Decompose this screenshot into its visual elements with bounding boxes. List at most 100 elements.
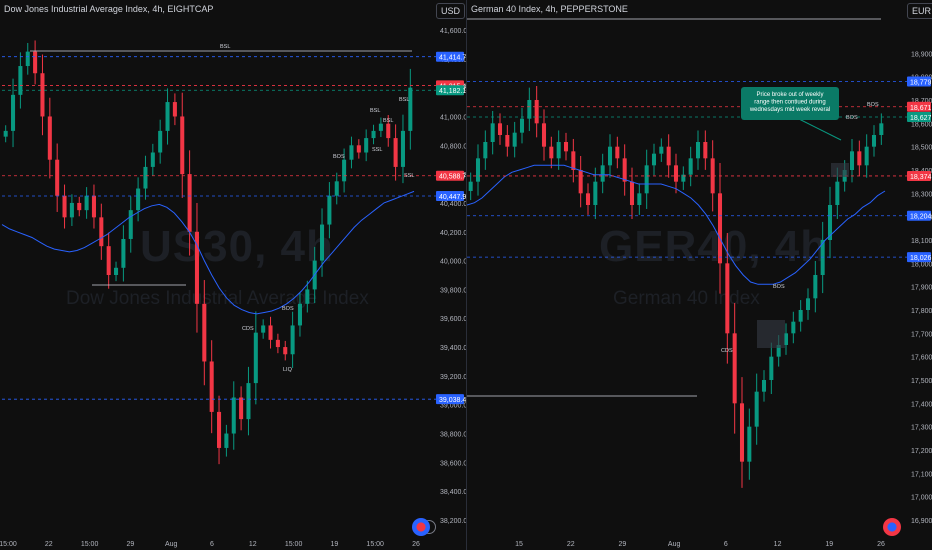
us30-moving-average-line [1, 190, 415, 315]
ger40-candle-body [681, 174, 686, 182]
us30-y-tick-label: 40,800.00 [440, 143, 466, 150]
us30-candle-body [40, 73, 45, 117]
us30-x-tick-label: 15:00 [366, 541, 384, 548]
us30-chart-title: Dow Jones Industrial Average Index, 4h, … [4, 4, 214, 14]
ger40-y-tick-label: 18,600.0 [911, 121, 932, 128]
ger40-currency-button[interactable]: EUR [907, 3, 932, 19]
us30-annotation-label: BOS [282, 306, 294, 312]
us30-annotation-label: BSL [220, 44, 230, 50]
ger40-price-tag-label: 18,204.0 [910, 214, 932, 221]
us30-chart-pane[interactable]: Dow Jones Industrial Average Index, 4h, … [0, 0, 466, 550]
ger40-callout-text-line: wednesdays mid week reveral [749, 107, 830, 113]
ger40-candle-body [578, 170, 583, 194]
us30-candle-body [106, 246, 111, 275]
ger40-y-tick-label: 17,500.0 [911, 378, 932, 385]
us30-candle-body [342, 159, 347, 182]
us30-candle-body [99, 217, 104, 247]
us30-candle-body [408, 87, 413, 131]
ger40-annotation-label: BOS [867, 102, 879, 108]
ger40-candle-body [527, 100, 532, 119]
us30-currency-button[interactable]: USD [436, 3, 466, 19]
us30-candle-body [297, 303, 302, 326]
ger40-candle-body [519, 118, 525, 133]
us30-x-tick-label: 15:00 [285, 541, 303, 548]
us30-y-tick-label: 41,000.00 [440, 114, 466, 121]
ger40-candle-body [556, 142, 561, 159]
eu-flag-icon[interactable] [883, 518, 901, 536]
ger40-candle-body [791, 321, 796, 334]
ger40-candle-body [754, 391, 759, 427]
us30-price-tag [436, 191, 464, 202]
us30-candle-body [239, 397, 244, 420]
us30-candle-body [84, 195, 89, 211]
ger40-candle-body [644, 165, 649, 194]
ger40-chart-pane[interactable]: German 40 Index, 4h, PEPPERSTONE EUR GER… [466, 0, 932, 550]
us30-annotation-label: BOS [333, 154, 345, 160]
us30-candle-body [334, 181, 339, 196]
ger40-y-tick-label: 17,400.0 [911, 401, 932, 408]
ger40-candle-body [629, 181, 635, 205]
us30-y-tick-label: 39,000.00 [440, 403, 466, 410]
us30-x-tick-label: 15:00 [81, 541, 99, 548]
ger40-y-tick-label: 17,100.0 [911, 471, 932, 478]
ger40-candle-body [849, 151, 855, 170]
ger40-plot[interactable]: 18,900.018,800.018,700.018,600.018,500.0… [467, 0, 932, 550]
us30-annotation-label: BSL [370, 108, 380, 114]
ger40-candle-body [769, 356, 774, 380]
ger40-candle-body [798, 310, 803, 322]
us30-price-tag [436, 170, 464, 181]
us30-candle-body [378, 123, 383, 131]
us30-watermark-subtitle: Dow Jones Industrial Average Index [66, 288, 369, 309]
us30-price-tag-label: 39,038.44 [439, 397, 466, 404]
us30-y-tick-label: 39,800.00 [440, 287, 466, 294]
us30-y-tick-label: 40,400.00 [440, 201, 466, 208]
ger40-candle-body [732, 333, 737, 404]
ger40-y-tick-label: 17,000.0 [911, 495, 932, 502]
ger40-candle-body [549, 146, 554, 159]
ger40-x-tick-label: 19 [825, 541, 833, 548]
ger40-candle-body [497, 123, 503, 135]
us30-candle-body [231, 397, 236, 434]
ger40-candle-body [637, 193, 642, 205]
us30-candle-body [393, 138, 398, 167]
ger40-candle-body [864, 146, 869, 166]
ger40-callout-text-line: range then contiued during [754, 100, 825, 106]
us30-y-tick-label: 39,400.00 [440, 345, 466, 352]
us30-annotation-label: LIQ [283, 367, 293, 373]
ger40-moving-average-line [467, 164, 886, 285]
ger40-candle-body [688, 158, 693, 175]
ger40-candle-body [835, 181, 840, 205]
us30-candle-body [253, 332, 258, 384]
us-flag-icon[interactable] [412, 518, 430, 536]
ger40-candle-body [600, 165, 605, 182]
ger40-y-tick-label: 18,500.0 [911, 145, 932, 152]
us30-x-tick-label: 19 [331, 541, 339, 548]
ger40-candle-body [607, 146, 613, 166]
us30-y-tick-label: 39,200.00 [440, 374, 466, 381]
us30-y-tick-label: 40,200.00 [440, 230, 466, 237]
us30-candle-body [320, 224, 325, 261]
ger40-y-tick-label: 16,900.0 [911, 518, 932, 525]
us30-candle-body [283, 347, 288, 355]
ger40-x-tick-label: 15 [515, 541, 523, 548]
us30-watermark: US30, 4h [140, 222, 334, 271]
us30-candle-body [209, 361, 214, 412]
ger40-annotation-label: BOS [773, 284, 785, 290]
ger40-candle-body [585, 193, 591, 205]
us30-annotation-label: CDS [242, 326, 254, 332]
ger40-y-tick-label: 17,200.0 [911, 448, 932, 455]
us30-y-tick-label: 38,600.00 [440, 460, 466, 467]
us30-candle-body [158, 130, 163, 153]
us30-y-tick-label: 40,000.00 [440, 259, 466, 266]
ger40-y-tick-label: 18,300.0 [911, 191, 932, 198]
ger40-y-tick-label: 17,300.0 [911, 425, 932, 432]
us30-plot[interactable]: 41,600.0041,400.0041,200.0041,000.0040,8… [0, 0, 466, 550]
ger40-x-tick-label: 12 [774, 541, 782, 548]
ger40-order-block [831, 163, 849, 177]
ger40-candle-body [534, 100, 539, 124]
ger40-chart-title: German 40 Index, 4h, PEPPERSTONE [471, 4, 628, 14]
us30-annotation-label: SSL [372, 147, 382, 153]
ger40-candle-body [717, 193, 723, 264]
us30-candle-body [172, 102, 177, 117]
ger40-candle-body [615, 146, 620, 159]
